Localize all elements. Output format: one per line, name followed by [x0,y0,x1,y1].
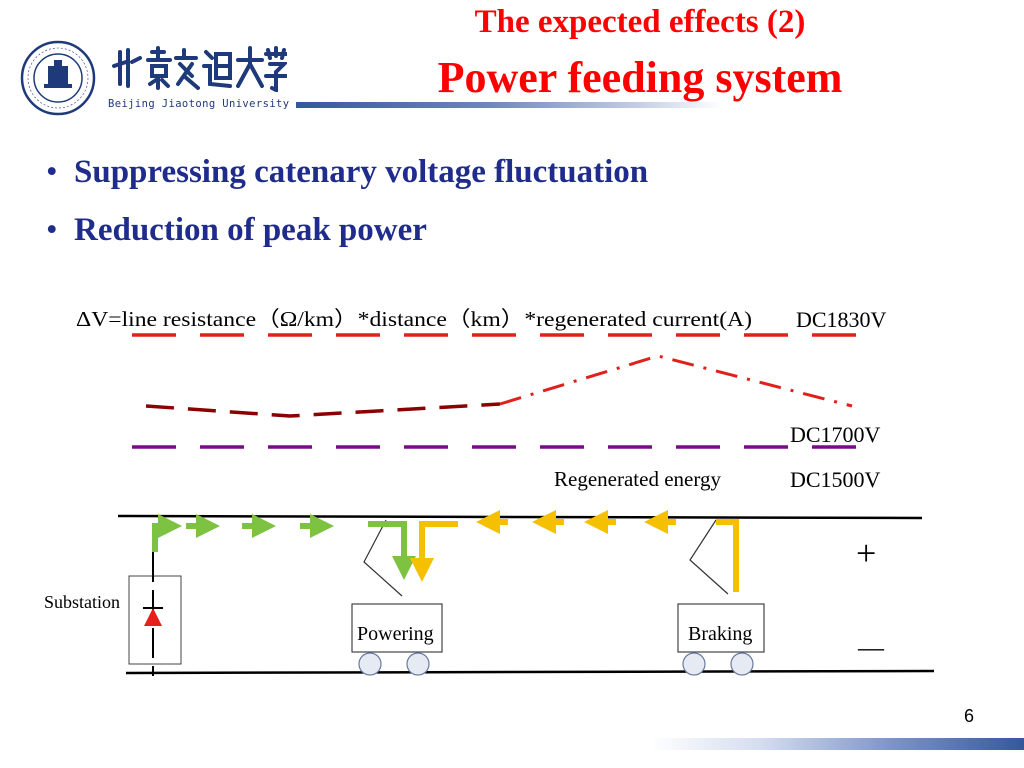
university-name-calligraphy-logo [112,46,287,92]
page-number: 6 [963,706,974,726]
diode-icon [144,608,162,626]
braking-train-car [677,603,765,653]
catenary-voltage-peak-line [499,354,853,408]
powering-pantograph [363,519,403,597]
university-name-english: Beijing Jiaotong University [108,98,290,110]
university-seal-logo [20,40,96,116]
bullet-dot-icon: • [46,154,58,190]
bullet-text: Reduction of peak power [74,212,427,248]
plus-terminal-sign: + [856,533,876,573]
overhead-catenary-line [117,514,923,520]
powering-wheel-icon [358,652,382,676]
powering-label: Powering [357,623,434,645]
regen-to-powering-train-arrow [410,521,458,582]
header-gradient-rule [296,102,722,108]
powering-wheel-icon [406,652,430,676]
voltage-label-1500: DC1500V [790,467,881,492]
braking-wheel-icon [682,652,706,676]
bullet-item: • Suppressing catenary voltage fluctuati… [46,154,648,191]
voltage-label-1830: DC1830V [796,307,887,332]
minus-terminal-sign: — [857,633,885,662]
braking-train-regen-arrow [716,519,739,592]
braking-label: Braking [688,623,752,645]
bullet-dot-icon: • [46,212,58,248]
regenerated-energy-label: Regenerated energy [554,467,721,491]
slide-title-line2: Power feeding system [437,53,843,102]
power-feeding-diagram: ΔV=line resistance（Ω/km）*distance（km）*re… [44,307,935,676]
braking-wheel-icon [730,652,754,676]
rail-line [125,669,935,675]
catenary-voltage-profile-line [145,402,501,418]
substation-power-flow-arrow [152,514,182,552]
footer-gradient-bar [650,738,1024,750]
voltage-label-1700: DC1700V [790,422,881,447]
bullet-item: • Reduction of peak power [46,212,427,249]
braking-pantograph [689,519,729,595]
voltage-drop-formula: ΔV=line resistance（Ω/km）*distance（km）*re… [76,307,752,331]
bullet-text: Suppressing catenary voltage fluctuation [74,154,649,190]
substation-label: Substation [44,592,120,612]
slide-title-line1: The expected effects (2) [474,4,806,40]
powering-train-car [351,603,443,653]
powering-train-feed-arrow [368,521,416,580]
